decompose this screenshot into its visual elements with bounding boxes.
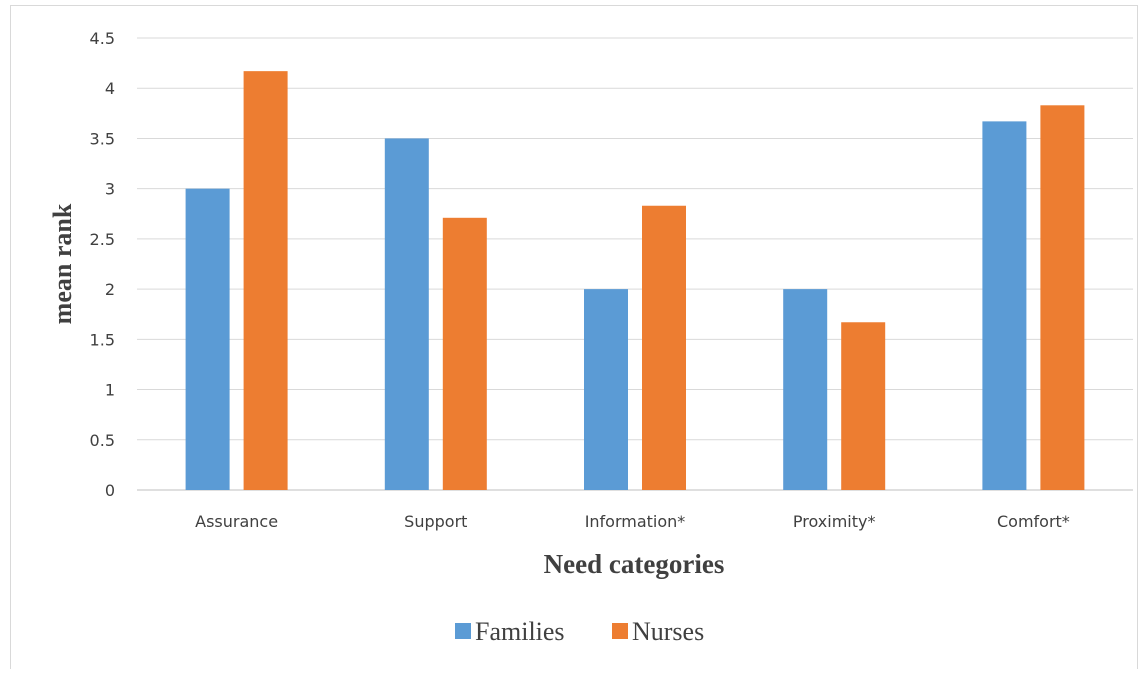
bar-families-information	[584, 289, 628, 490]
x-axis-title: Need categories	[544, 549, 725, 579]
y-tick-label: 2	[105, 280, 115, 299]
legend-swatch-nurses	[612, 623, 628, 639]
bar-families-assurance	[185, 188, 230, 490]
bar-nurses-information	[642, 205, 686, 490]
legend-swatch-families	[455, 623, 471, 639]
x-tick-label: Comfort*	[997, 512, 1070, 531]
y-tick-label: 1	[105, 381, 115, 400]
x-tick-label: Proximity*	[793, 512, 876, 531]
y-axis-title: mean rank	[48, 203, 77, 324]
y-tick-label: 4.5	[90, 29, 115, 48]
bar-nurses-support	[442, 217, 487, 490]
y-tick-labels: 0 0.5 1 1.5 2 2.5 3 3.5 4 4.5	[90, 29, 115, 500]
bar-families-comfort	[982, 121, 1027, 490]
legend: Families Nurses	[455, 617, 704, 646]
bar-nurses-assurance	[243, 71, 288, 490]
x-tick-label: Assurance	[195, 512, 278, 531]
x-tick-label: Information*	[585, 512, 686, 531]
legend-label-nurses: Nurses	[632, 617, 704, 646]
bar-families-proximity	[783, 289, 828, 490]
y-tick-label: 3.5	[90, 129, 115, 148]
legend-label-families: Families	[475, 617, 565, 646]
y-tick-label: 0	[105, 481, 115, 500]
y-tick-label: 1.5	[90, 330, 115, 349]
bars	[185, 71, 1085, 490]
y-tick-label: 2.5	[90, 230, 115, 249]
bar-nurses-proximity	[841, 322, 886, 490]
y-tick-label: 4	[105, 79, 115, 98]
y-tick-label: 3	[105, 180, 115, 199]
x-tick-labels: Assurance Support Information* Proximity* Co…	[195, 512, 1070, 531]
x-tick-label: Support	[404, 512, 467, 531]
y-tick-label: 0.5	[90, 431, 115, 450]
bar-families-support	[384, 138, 429, 490]
gridlines	[137, 37, 1133, 491]
bar-nurses-comfort	[1040, 105, 1085, 490]
